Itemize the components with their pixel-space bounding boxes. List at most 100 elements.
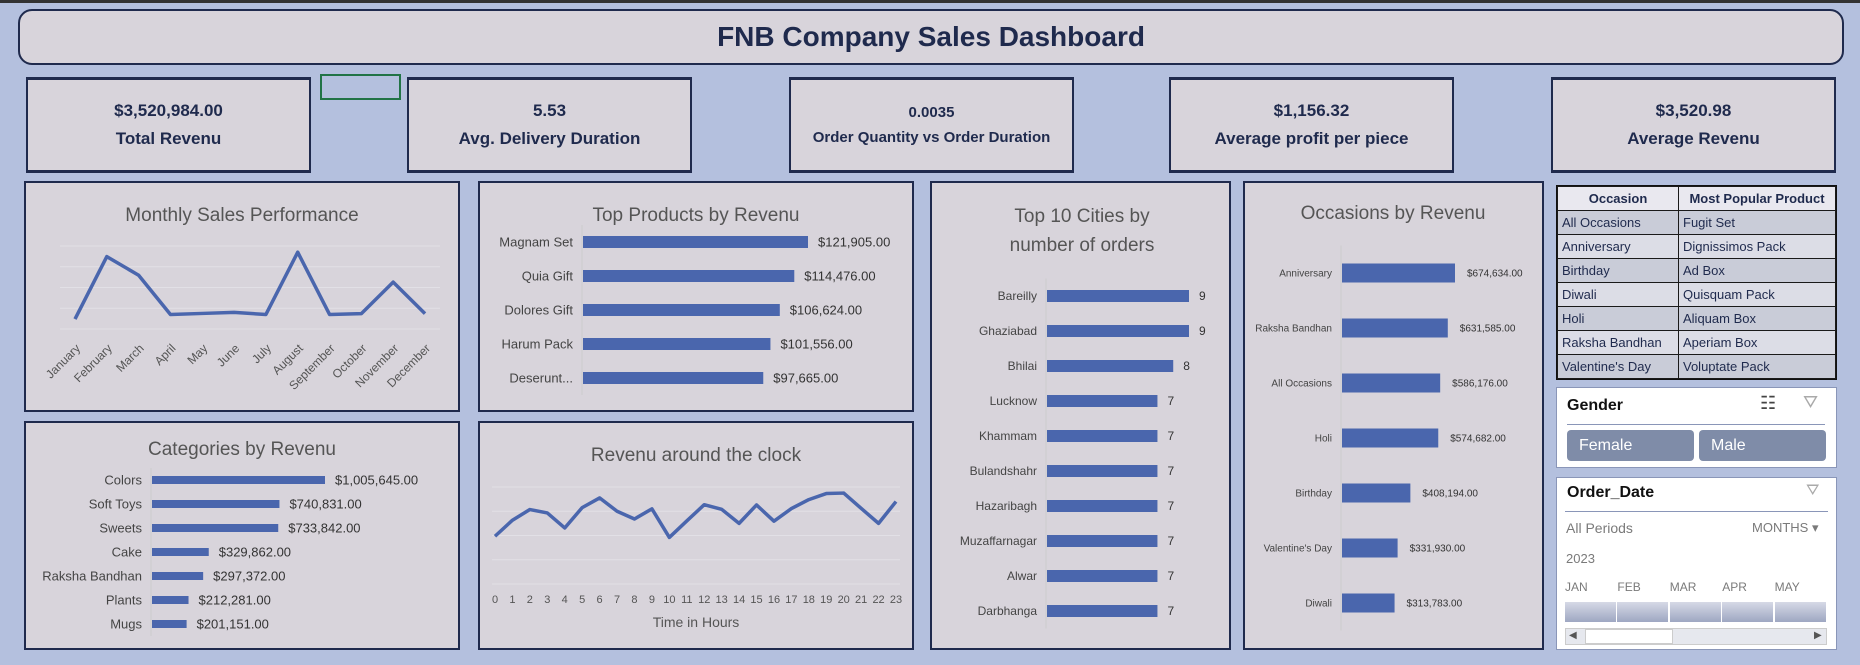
category-label: Diwali bbox=[1305, 598, 1332, 609]
data-label: $586,176.00 bbox=[1452, 378, 1508, 389]
x-tick-label: 3 bbox=[544, 594, 550, 606]
x-tick-label: 1 bbox=[509, 594, 515, 606]
slicer-option-female[interactable]: Female bbox=[1567, 430, 1694, 461]
data-label: $740,831.00 bbox=[289, 496, 361, 511]
time-level-value: MONTHS bbox=[1752, 520, 1809, 535]
data-label: $297,372.00 bbox=[213, 568, 285, 583]
clear-filter-icon[interactable]: ⛛ bbox=[1806, 482, 1820, 499]
bar bbox=[1342, 538, 1398, 558]
bar bbox=[583, 372, 764, 384]
category-label: Raksha Bandhan bbox=[1255, 323, 1332, 334]
bar bbox=[152, 620, 187, 628]
category-label: Anniversary bbox=[1279, 268, 1332, 279]
month-label: APR bbox=[1722, 580, 1747, 594]
data-label: $329,862.00 bbox=[219, 544, 291, 559]
divider bbox=[1565, 511, 1828, 512]
data-label: $674,634.00 bbox=[1467, 268, 1523, 279]
month-bar[interactable] bbox=[1617, 602, 1669, 622]
table-row: Diwali Quisquam Pack bbox=[1557, 282, 1836, 307]
column-header: Most Popular Product bbox=[1678, 186, 1836, 211]
chart-title: Top Products by Revenu bbox=[592, 205, 799, 226]
column-header: Occasion bbox=[1557, 186, 1679, 211]
monthly-sales-chart: Monthly Sales Performance January February… bbox=[24, 181, 460, 412]
x-tick-label: May bbox=[184, 341, 210, 367]
bar bbox=[1047, 325, 1189, 337]
bar bbox=[583, 236, 808, 248]
timeline-scrollbar[interactable]: ◀ ▶ bbox=[1565, 628, 1827, 645]
x-tick-label: June bbox=[214, 341, 243, 370]
table-row: All Occasions Fugit Set bbox=[1557, 210, 1836, 235]
selected-cell[interactable] bbox=[320, 74, 401, 100]
category-label: Deserunt... bbox=[509, 370, 573, 385]
scroll-thumb[interactable] bbox=[1585, 629, 1673, 644]
month-label: FEB bbox=[1617, 580, 1641, 594]
category-label: Ghaziabad bbox=[979, 324, 1037, 338]
sheet-column-header bbox=[0, 0, 1860, 3]
chart-title: Revenu around the clock bbox=[591, 445, 802, 466]
bar bbox=[1342, 373, 1441, 393]
month-bar[interactable] bbox=[1669, 602, 1721, 622]
x-tick-label: 4 bbox=[562, 594, 568, 606]
scroll-left-icon[interactable]: ◀ bbox=[1569, 630, 1577, 641]
category-label: Holi bbox=[1315, 433, 1332, 444]
occasion-product-table: Occasion Most Popular Product All Occasio… bbox=[1556, 185, 1837, 380]
bar bbox=[583, 338, 771, 350]
year-label: 2023 bbox=[1566, 551, 1595, 566]
bar bbox=[1047, 360, 1174, 372]
bar bbox=[1047, 395, 1158, 407]
x-tick-label: 0 bbox=[492, 594, 498, 606]
kpi-value: 0.0035 bbox=[908, 104, 955, 121]
bar bbox=[583, 270, 795, 282]
product-cell: Fugit Set bbox=[1678, 210, 1836, 235]
data-label: $1,005,645.00 bbox=[335, 472, 418, 487]
product-cell: Quisquam Pack bbox=[1678, 282, 1836, 307]
x-tick-label: 23 bbox=[890, 594, 902, 606]
slicer-option-male[interactable]: Male bbox=[1699, 430, 1826, 461]
x-tick-label: 14 bbox=[733, 594, 745, 606]
category-label: Soft Toys bbox=[89, 496, 143, 511]
category-label: Hazaribagh bbox=[976, 499, 1037, 513]
bar bbox=[1342, 263, 1455, 283]
revenue-clock-chart: Revenu around the clock 0 1 2 3 4 5 6 7 8 9 10 11 12 1… bbox=[478, 421, 914, 650]
occasion-cell: Raksha Bandhan bbox=[1557, 330, 1679, 355]
category-label: Bareilly bbox=[998, 289, 1037, 303]
bar bbox=[1342, 483, 1411, 503]
x-tick-label: 21 bbox=[855, 594, 867, 606]
time-level-dropdown[interactable]: MONTHS ▾ bbox=[1752, 520, 1819, 536]
kpi-label: Order Quantity vs Order Duration bbox=[812, 129, 1051, 146]
bar bbox=[152, 500, 280, 508]
data-label: 7 bbox=[1167, 429, 1174, 443]
x-tick-label: 7 bbox=[614, 594, 620, 606]
x-tick-label: April bbox=[152, 341, 179, 368]
occasion-cell: All Occasions bbox=[1557, 210, 1679, 235]
data-label: $121,905.00 bbox=[818, 234, 890, 249]
month-bar[interactable] bbox=[1565, 602, 1616, 622]
month-bar[interactable] bbox=[1722, 602, 1774, 622]
kpi-value: $3,520,984.00 bbox=[114, 101, 223, 120]
x-tick-label: July bbox=[249, 341, 274, 366]
bar bbox=[1342, 593, 1395, 613]
category-label: Bulandshahr bbox=[970, 464, 1037, 478]
table-row: Valentine's Day Voluptate Pack bbox=[1557, 354, 1836, 379]
kpi-qty-vs-duration: 0.0035 Order Quantity vs Order Duration bbox=[789, 77, 1074, 173]
data-label: 8 bbox=[1183, 359, 1190, 373]
multi-select-icon[interactable]: ☷ bbox=[1760, 393, 1777, 413]
chart-title: Monthly Sales Performance bbox=[125, 205, 358, 226]
occasion-cell: Anniversary bbox=[1557, 234, 1679, 259]
bar bbox=[1047, 290, 1189, 302]
bar bbox=[1047, 430, 1158, 442]
scroll-right-icon[interactable]: ▶ bbox=[1814, 630, 1822, 641]
month-bar[interactable] bbox=[1774, 602, 1826, 622]
chevron-down-icon: ▾ bbox=[1811, 520, 1819, 535]
top-products-chart: Top Products by Revenu Magnam Set $121,905… bbox=[478, 181, 914, 412]
data-label: $733,842.00 bbox=[288, 520, 360, 535]
data-label: $97,665.00 bbox=[773, 370, 838, 385]
category-label: Mugs bbox=[110, 616, 142, 631]
clear-filter-icon[interactable]: ⛛ bbox=[1803, 392, 1819, 412]
data-label: $101,556.00 bbox=[780, 336, 852, 351]
bar bbox=[152, 596, 189, 604]
category-label: Alwar bbox=[1007, 569, 1037, 583]
data-label: 7 bbox=[1167, 394, 1174, 408]
slicer-title: Order_Date bbox=[1567, 484, 1655, 501]
bar bbox=[1047, 500, 1158, 512]
